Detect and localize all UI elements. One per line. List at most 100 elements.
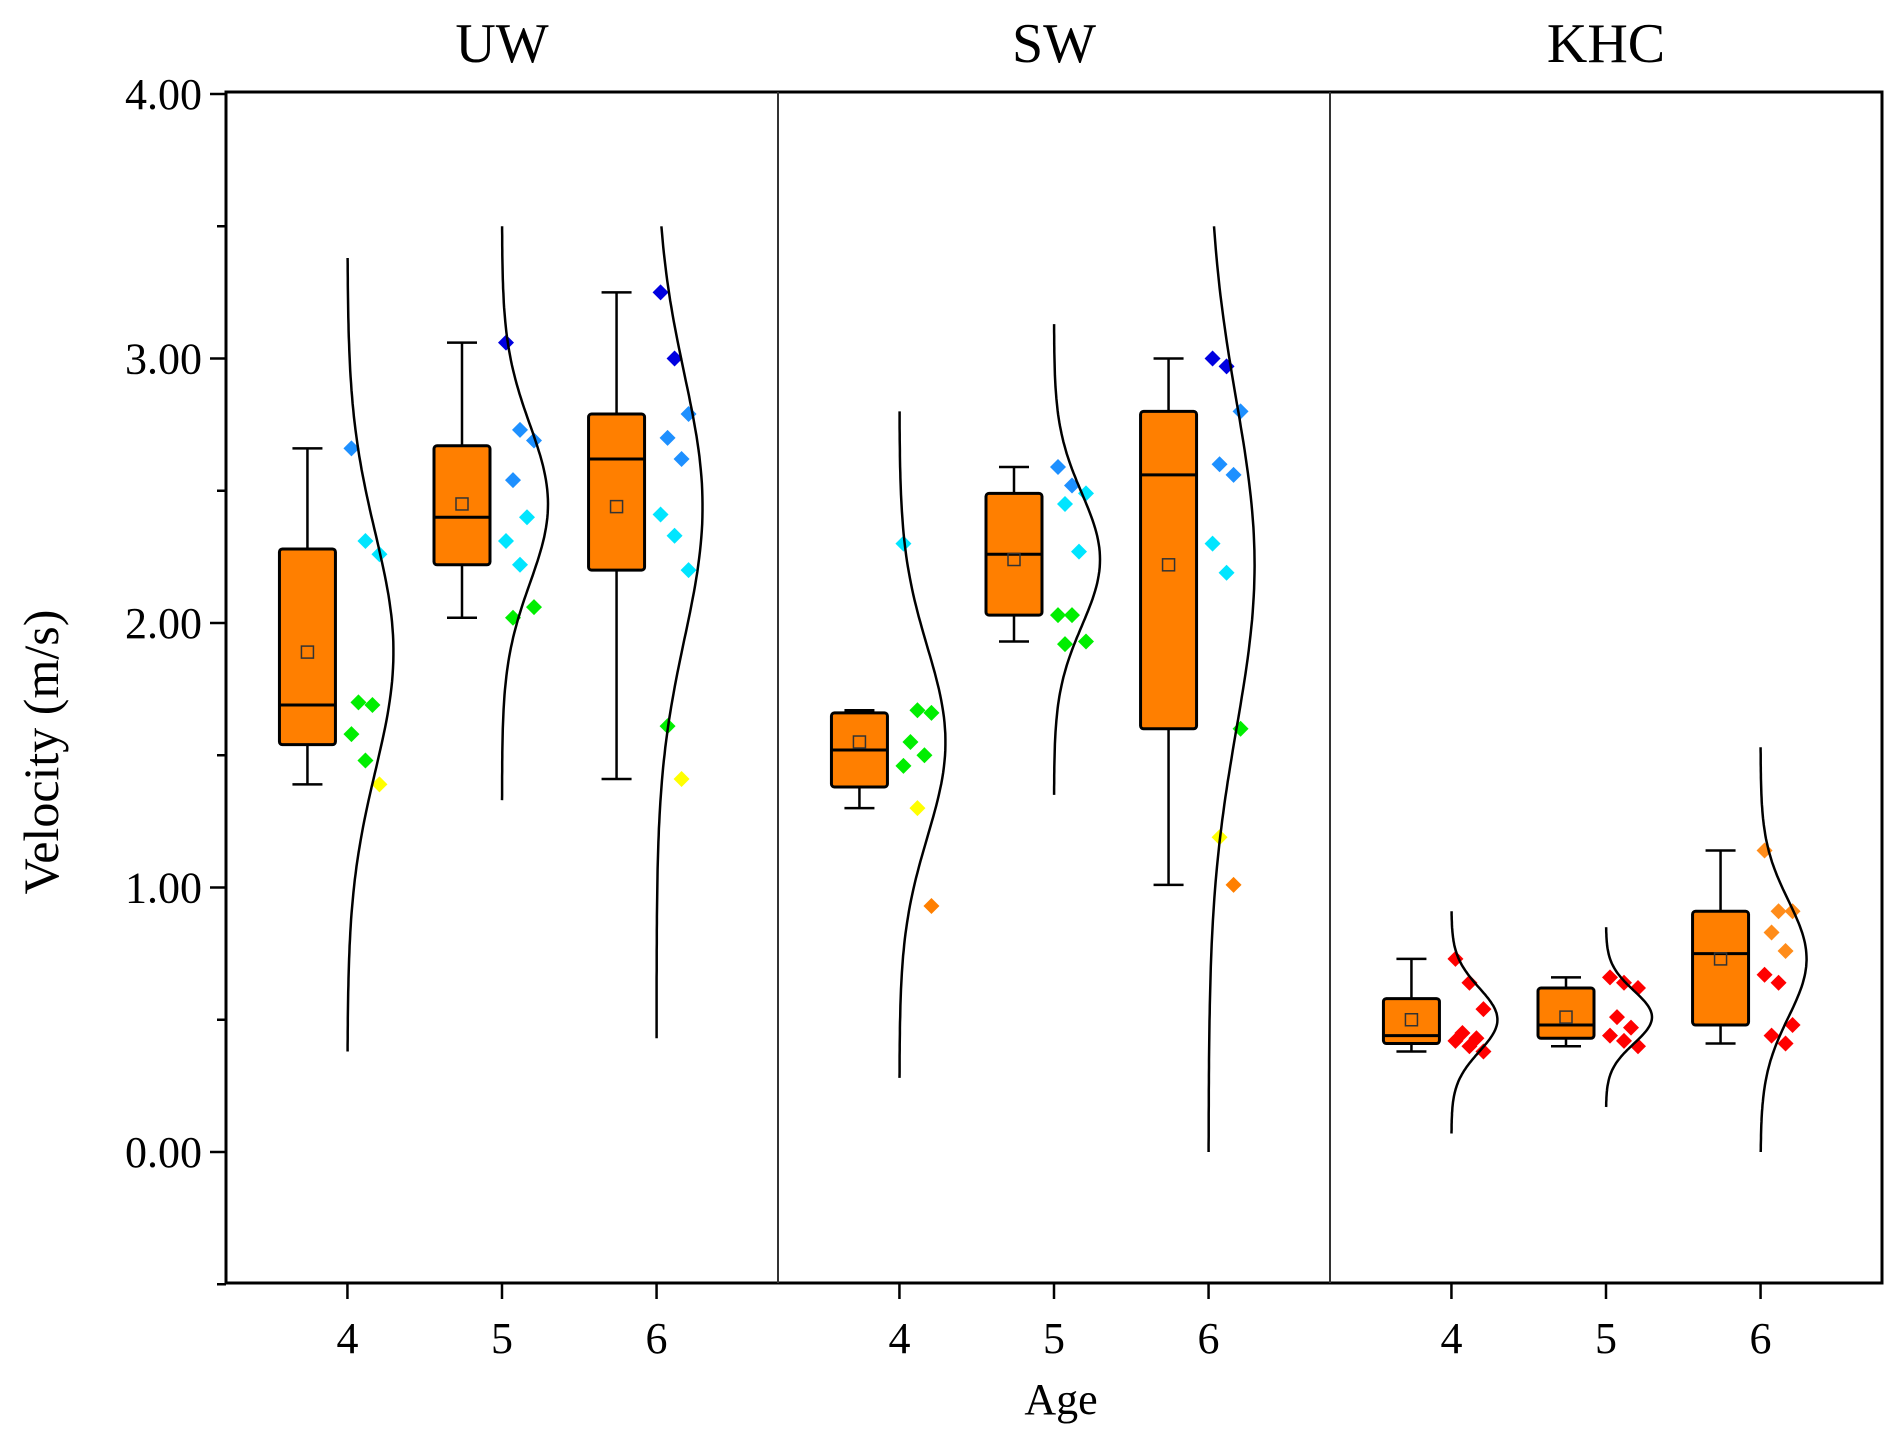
data-point [1475, 1043, 1492, 1060]
data-point [1225, 466, 1242, 483]
data-point [1447, 1032, 1464, 1049]
x-tick-label: 5 [1595, 1314, 1617, 1363]
data-point [909, 800, 926, 817]
data-point [666, 527, 683, 544]
data-point [1616, 1032, 1632, 1049]
data-point [343, 440, 360, 457]
box-mean-marker [300, 645, 315, 659]
data-point [1763, 1027, 1780, 1044]
data-point [923, 704, 940, 721]
data-point [1057, 636, 1073, 653]
data-point [1623, 1019, 1639, 1036]
data-point [1218, 564, 1235, 581]
data-point [1602, 969, 1618, 986]
data-point [1784, 1017, 1801, 1034]
data-point [1602, 1027, 1618, 1044]
data-point [498, 334, 514, 351]
x-tick-label: 6 [1750, 1314, 1772, 1363]
box-mean-marker [1007, 552, 1021, 567]
data-point [673, 451, 690, 468]
data-point [1770, 974, 1787, 991]
data-point [519, 509, 535, 526]
data-point [1225, 876, 1242, 893]
box-iqr [587, 412, 647, 572]
distribution-curve [500, 226, 550, 801]
data-point [343, 726, 360, 743]
x-tick-label: 4 [336, 1314, 358, 1363]
data-point [364, 696, 381, 713]
data-point [1057, 495, 1073, 512]
data-point [1770, 903, 1787, 920]
y-tick-label: 3.00 [125, 335, 202, 384]
data-point [357, 533, 374, 550]
data-point [371, 776, 388, 793]
y-tick-label: 4.00 [125, 70, 202, 119]
data-point [1071, 543, 1087, 560]
box-iqr [432, 444, 492, 567]
data-point [1763, 924, 1780, 941]
data-point [673, 771, 690, 788]
data-point [902, 734, 919, 751]
x-tick-label: 4 [888, 1314, 910, 1363]
plot-frame [224, 90, 1884, 1285]
y-tick-label: 0.00 [125, 1128, 202, 1177]
y-tick-label: 2.00 [125, 599, 202, 648]
data-point [895, 757, 912, 774]
data-point [1609, 1009, 1625, 1026]
data-point [498, 533, 514, 550]
data-point [909, 702, 926, 719]
data-point [652, 284, 669, 301]
data-point [1204, 350, 1221, 367]
y-tick-label: 1.00 [125, 864, 202, 913]
data-point [1616, 974, 1632, 991]
data-point [923, 898, 940, 915]
data-point [357, 752, 374, 769]
data-point [1232, 403, 1249, 420]
data-point [1777, 1035, 1794, 1052]
data-point [512, 556, 528, 573]
box-iqr [1381, 997, 1441, 1046]
box-mean-marker [1161, 558, 1176, 572]
x-tick-label: 4 [1440, 1314, 1462, 1363]
distribution-curve [898, 411, 947, 1078]
box-mean-marker [1559, 1010, 1573, 1024]
data-point [1461, 974, 1478, 991]
x-tick-label: 6 [646, 1314, 668, 1363]
distribution-curve [1604, 927, 1654, 1108]
data-point [1078, 633, 1094, 650]
data-point [526, 599, 542, 616]
box-iqr [1691, 909, 1751, 1027]
x-axis-title: Age [1024, 1375, 1097, 1424]
data-point [659, 429, 676, 446]
box-mean-marker [1404, 1013, 1419, 1027]
y-axis-title: Velocity (m/s) [13, 610, 69, 895]
distribution-curve [346, 257, 395, 1052]
panel-title: SW [1012, 13, 1096, 75]
data-point [1064, 607, 1080, 624]
data-point [652, 506, 669, 523]
data-point [1078, 485, 1094, 502]
x-tick-label: 6 [1198, 1314, 1220, 1363]
panel-title: KHC [1547, 13, 1665, 75]
box-mean-marker [852, 735, 867, 749]
data-point [512, 421, 528, 438]
distribution-curve [1207, 226, 1256, 1152]
box-iqr [1536, 986, 1596, 1040]
x-tick-label: 5 [491, 1314, 513, 1363]
box-mean-marker [1713, 952, 1728, 966]
data-point [1204, 535, 1221, 552]
data-point [1756, 966, 1773, 983]
data-point [666, 350, 683, 367]
data-point [680, 562, 697, 579]
distribution-curve [1450, 911, 1499, 1134]
box-mean-marker [455, 497, 469, 511]
data-point [350, 694, 367, 711]
data-point [1050, 607, 1066, 624]
distribution-curve [1052, 324, 1102, 795]
data-point [1050, 458, 1066, 475]
x-tick-label: 5 [1043, 1314, 1065, 1363]
data-point [1475, 1001, 1492, 1018]
box-mean-marker [609, 499, 624, 514]
data-point [505, 472, 521, 489]
